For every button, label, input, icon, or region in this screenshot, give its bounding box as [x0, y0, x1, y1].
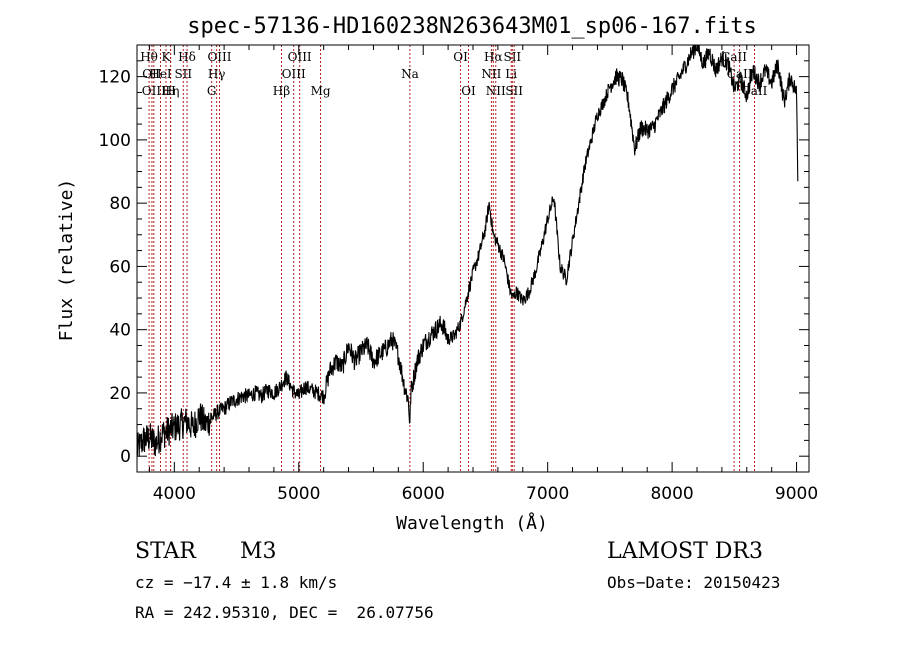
- coordinates-readout: RA = 242.95310, DEC = 26.07756: [135, 603, 434, 622]
- line-label-21: NII: [486, 84, 506, 98]
- line-label-13: OIII: [282, 67, 306, 81]
- y-tick-label-0: 0: [120, 447, 131, 467]
- object-subclass: M3: [240, 539, 277, 564]
- line-label-1: OII: [142, 67, 162, 81]
- emission-line-markers: [148, 45, 755, 472]
- line-label-16: Na: [401, 67, 419, 81]
- line-label-6: H: [165, 84, 175, 98]
- spectrum-series: [136, 44, 799, 457]
- line-label-4: K: [162, 50, 172, 64]
- observation-date: Obs−Date: 20150423: [607, 573, 781, 592]
- y-tick-label-80: 80: [109, 194, 131, 214]
- x-tick-label-4000: 4000: [153, 484, 196, 504]
- line-label-20: Hα: [484, 50, 503, 64]
- chart-title: spec-57136-HD160238N263643M01_sp06-167.f…: [187, 14, 757, 39]
- x-tick-label-9000: 9000: [775, 484, 818, 504]
- line-label-23: SII: [503, 50, 521, 64]
- line-label-12: Hβ: [273, 84, 290, 98]
- y-tick-label-20: 20: [109, 384, 131, 404]
- x-tick-label-5000: 5000: [277, 484, 320, 504]
- line-label-24: SII: [505, 84, 523, 98]
- line-label-19: NII: [481, 67, 501, 81]
- line-label-17: OI: [453, 50, 468, 64]
- line-label-9: G: [207, 84, 217, 98]
- y-tick-label-100: 100: [99, 131, 131, 151]
- y-tick-label-60: 60: [109, 257, 131, 277]
- line-label-11: OIII: [207, 50, 231, 64]
- y-axis-label: Flux (relative): [56, 179, 77, 342]
- line-label-15: Mg: [311, 84, 331, 98]
- line-label-7: SII: [174, 67, 192, 81]
- line-label-2: OIII: [142, 84, 166, 98]
- line-label-8: Hδ: [178, 50, 196, 64]
- y-tick-label-120: 120: [99, 68, 131, 88]
- line-label-5: Hη: [162, 84, 180, 98]
- line-label-3: HeI: [149, 67, 172, 81]
- line-label-0: Hθ: [140, 50, 158, 64]
- survey-name: LAMOST DR3: [607, 539, 763, 564]
- line-label-10: Hγ: [208, 67, 226, 81]
- line-label-14: OIII: [288, 50, 312, 64]
- y-tick-label-40: 40: [109, 321, 131, 341]
- object-class: STAR: [135, 539, 196, 564]
- x-axis-label: Wavelength (Å): [396, 512, 548, 534]
- x-tick-label-8000: 8000: [650, 484, 693, 504]
- x-tick-label-6000: 6000: [402, 484, 445, 504]
- line-label-18: OI: [461, 84, 476, 98]
- line-label-22: Li: [505, 67, 517, 81]
- redshift-readout: cz = −17.4 ± 1.8 km/s: [135, 573, 338, 592]
- plot-frame: [136, 44, 810, 473]
- spectrum-line: [136, 44, 799, 457]
- axis-ticks: 4000 5000 6000 7000 8000 9000 0 20 40 60 80 100 120: [99, 45, 818, 504]
- x-tick-label-7000: 7000: [526, 484, 569, 504]
